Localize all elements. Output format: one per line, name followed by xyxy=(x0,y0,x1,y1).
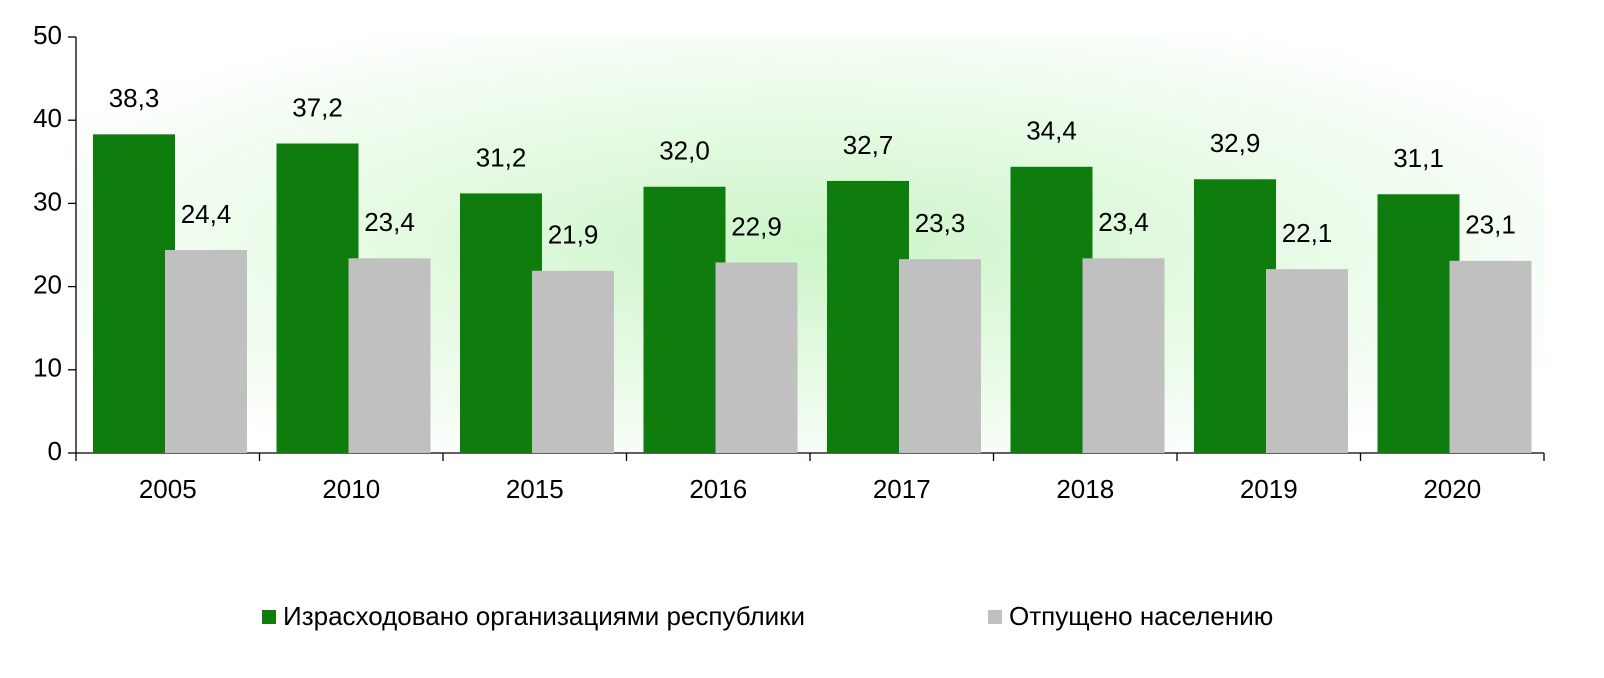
value-label: 37,2 xyxy=(292,92,343,122)
y-tick-label: 0 xyxy=(48,436,62,466)
value-label: 23,3 xyxy=(915,208,966,238)
bar xyxy=(1377,194,1460,454)
legend-swatch xyxy=(262,610,276,624)
x-tick-label: 2017 xyxy=(873,474,931,504)
value-label: 31,2 xyxy=(476,142,527,172)
value-label: 23,1 xyxy=(1465,210,1516,240)
y-tick-label: 50 xyxy=(33,20,62,50)
y-tick-label: 30 xyxy=(33,186,62,216)
bar xyxy=(1194,179,1276,453)
bar xyxy=(827,180,909,453)
legend-label: Отпущено населению xyxy=(1009,601,1273,631)
value-label: 22,1 xyxy=(1282,218,1333,248)
legend-swatch xyxy=(988,610,1002,624)
bar xyxy=(643,186,726,453)
value-label: 23,4 xyxy=(1098,207,1149,237)
value-label: 32,0 xyxy=(659,136,710,166)
y-tick-label: 10 xyxy=(33,353,62,383)
value-label: 34,4 xyxy=(1026,116,1077,146)
bar xyxy=(1082,258,1165,453)
x-tick-label: 2016 xyxy=(689,474,747,504)
x-tick-label: 2010 xyxy=(322,474,380,504)
value-label: 31,1 xyxy=(1393,143,1444,173)
bar xyxy=(899,259,981,453)
x-tick-label: 2019 xyxy=(1240,474,1298,504)
x-tick-label: 2005 xyxy=(139,474,197,504)
bar xyxy=(460,193,542,453)
bar xyxy=(276,143,359,453)
y-tick-label: 40 xyxy=(33,103,62,133)
x-tick-label: 2015 xyxy=(506,474,564,504)
value-label: 32,7 xyxy=(843,130,894,160)
value-label: 23,4 xyxy=(364,207,415,237)
value-label: 38,3 xyxy=(109,83,160,113)
legend-label: Израсходовано организациями республики xyxy=(283,601,805,631)
bar xyxy=(532,270,614,453)
bar xyxy=(348,258,431,453)
bar xyxy=(1449,260,1532,453)
value-label: 21,9 xyxy=(548,220,599,250)
value-label: 32,9 xyxy=(1210,128,1261,158)
y-tick-label: 20 xyxy=(33,269,62,299)
bar xyxy=(93,134,175,453)
x-tick-label: 2018 xyxy=(1056,474,1114,504)
bar xyxy=(165,249,247,453)
bar xyxy=(1266,269,1348,453)
bar xyxy=(1010,166,1093,454)
value-label: 22,9 xyxy=(731,211,782,241)
value-label: 24,4 xyxy=(181,199,232,229)
x-tick-label: 2020 xyxy=(1423,474,1481,504)
bar xyxy=(715,262,798,453)
